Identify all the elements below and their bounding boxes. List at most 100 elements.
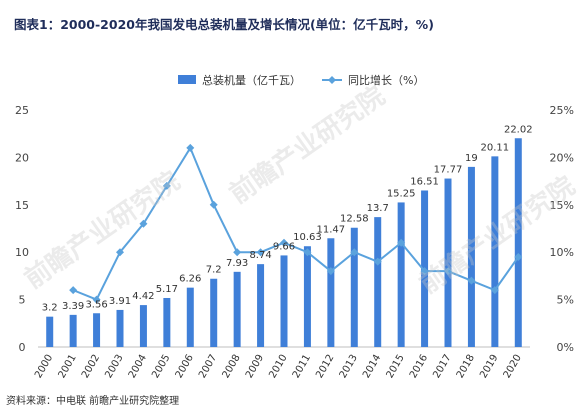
y-right-tick-label: 10% [550,246,574,259]
growth-point-2012 [326,267,335,276]
bar-2004 [139,305,147,347]
y-right-tick-label: 0% [557,341,574,354]
bar-2018 [467,166,475,347]
x-tick-label: 2019 [478,353,500,381]
bar-value-label: 15.25 [387,188,416,199]
legend-marker [328,76,336,84]
bar-2014 [374,217,382,347]
y-left-tick-label: 20 [15,151,29,164]
bar-value-label: 3.91 [109,296,131,307]
x-tick-label: 2008 [221,353,243,381]
y-left-tick-label: 15 [15,199,29,212]
legend-label-line: 同比增长（%） [348,73,424,87]
x-tick-label: 2012 [314,353,336,381]
bar-value-label: 11.47 [317,224,346,235]
y-left-tick-label: 10 [15,246,29,259]
bar-value-label: 3.56 [85,299,107,310]
x-tick-label: 2014 [361,353,383,381]
source-note: 资料来源：中电联 前瞻产业研究院整理 [6,396,180,407]
bar-2008 [233,271,241,347]
growth-point-2014 [373,257,382,266]
growth-point-2008 [233,248,242,257]
bar-value-label: 9.66 [273,241,295,252]
growth-point-2010 [280,238,288,247]
bar-2017 [444,178,452,347]
x-tick-label: 2011 [291,353,313,381]
x-tick-label: 2001 [57,353,79,381]
x-tick-label: 2006 [174,353,196,381]
bar-2000 [46,316,54,347]
bar-2002 [93,313,101,347]
bar-value-label: 10.63 [293,232,322,243]
growth-point-2003 [116,248,124,257]
bar-2012 [327,238,335,347]
x-tick-label: 2004 [127,353,149,381]
x-tick-label: 2013 [338,353,360,381]
growth-point-2006 [186,143,195,152]
growth-point-2013 [350,248,359,257]
bar-2005 [163,297,171,347]
bar-2015 [397,202,405,347]
growth-point-2009 [256,248,265,257]
growth-point-2005 [162,181,171,190]
growth-point-2002 [92,295,101,304]
x-tick-label: 2003 [103,353,125,381]
bar-value-label: 3.39 [62,301,84,312]
bar-value-label: 17.77 [434,165,463,176]
bar-2006 [186,287,194,347]
growth-point-2004 [139,219,148,228]
legend-swatch-bar [178,75,196,84]
y-left-tick-label: 5 [19,294,26,307]
growth-point-2016 [420,267,429,276]
y-right-tick-label: 15% [550,199,574,212]
x-tick-label: 2000 [33,353,55,381]
y-right-tick-label: 20% [550,151,574,164]
bar-value-label: 22.02 [504,124,533,135]
growth-point-2001 [69,286,78,295]
bar-value-label: 13.7 [367,203,389,214]
bar-value-label: 6.26 [179,274,201,285]
x-tick-label: 2010 [267,353,289,381]
legend-label-bar: 总装机量（亿千瓦） [202,73,301,87]
bar-value-label: 3.2 [42,303,58,314]
bar-value-label: 12.58 [340,214,369,225]
bar-value-label: 19 [465,153,478,164]
bar-value-label: 7.2 [206,265,222,276]
bar-value-label: 4.42 [132,291,154,302]
growth-point-2019 [490,286,499,295]
x-tick-label: 2016 [408,353,430,381]
growth-point-2018 [467,276,476,285]
growth-point-2017 [444,267,452,276]
bar-value-label: 7.93 [226,258,248,269]
x-tick-label: 2002 [80,353,102,381]
chart-title: 图表1：2000-2020年我国发电总装机量及增长情况(单位：亿千瓦时，%) [14,17,434,32]
x-tick-label: 2018 [455,353,477,381]
growth-point-2020 [514,252,523,261]
growth-point-2011 [303,248,312,257]
bar-2011 [303,246,311,347]
x-tick-label: 2015 [385,353,407,381]
bar-2007 [210,278,218,347]
bar-value-label: 20.11 [481,142,510,153]
bar-2001 [69,314,77,347]
bar-value-label: 16.51 [410,176,439,187]
bar-2010 [280,255,288,347]
x-tick-label: 2007 [197,353,219,381]
bar-2009 [257,264,265,347]
x-tick-label: 2005 [150,353,172,381]
bar-value-label: 5.17 [156,284,178,295]
bar-2020 [514,138,522,347]
y-right-tick-label: 5% [557,294,574,307]
x-tick-label: 2017 [431,353,453,381]
bar-2013 [350,227,358,347]
growth-point-2007 [209,200,218,209]
growth-point-2015 [397,238,406,247]
x-tick-label: 2009 [244,353,266,381]
bar-value-label: 8.74 [249,250,271,261]
y-left-tick-label: 25 [15,104,29,117]
y-left-tick-label: 0 [19,341,26,354]
x-tick-label: 2020 [502,353,524,381]
y-right-tick-label: 25% [550,104,574,117]
bar-2019 [491,156,499,347]
